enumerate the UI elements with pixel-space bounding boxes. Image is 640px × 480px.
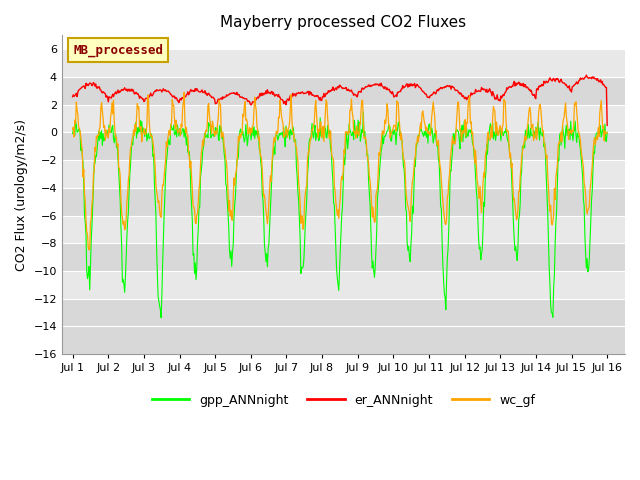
Bar [62, 243, 625, 271]
Bar [62, 132, 625, 160]
Bar [62, 77, 625, 105]
Bar [62, 326, 625, 354]
Bar [62, 216, 625, 243]
Bar [62, 49, 625, 77]
Bar [62, 188, 625, 216]
Text: MB_processed: MB_processed [73, 43, 163, 57]
Bar [62, 160, 625, 188]
Bar [62, 105, 625, 132]
Bar [62, 299, 625, 326]
Title: Mayberry processed CO2 Fluxes: Mayberry processed CO2 Fluxes [220, 15, 467, 30]
Bar [62, 271, 625, 299]
Legend: gpp_ANNnight, er_ANNnight, wc_gf: gpp_ANNnight, er_ANNnight, wc_gf [147, 389, 540, 412]
Y-axis label: CO2 Flux (urology/m2/s): CO2 Flux (urology/m2/s) [15, 119, 28, 271]
